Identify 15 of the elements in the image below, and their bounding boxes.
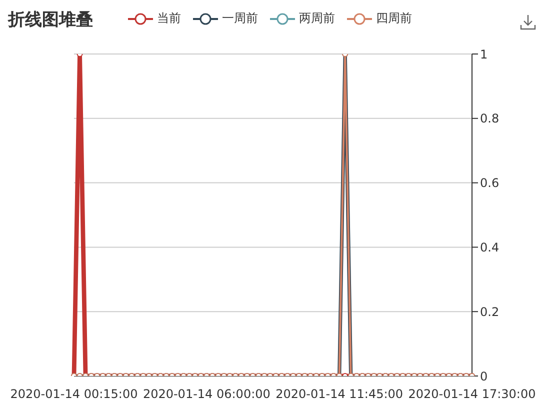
y-tick-label: 0 bbox=[480, 369, 488, 384]
x-tick-label: 2020-01-14 06:00:00 bbox=[142, 387, 270, 401]
x-tick-label: 2020-01-14 00:15:00 bbox=[10, 387, 138, 401]
chart-title: 折线图堆叠 bbox=[8, 9, 93, 31]
y-tick-label: 0.6 bbox=[480, 176, 500, 190]
x-tick-label: 2020-01-14 17:30:00 bbox=[408, 387, 536, 401]
legend-label: 当前 bbox=[157, 10, 181, 27]
legend-label: 一周前 bbox=[222, 10, 258, 27]
x-tick-label: 2020-01-14 11:45:00 bbox=[276, 387, 404, 401]
y-tick-label: 1 bbox=[480, 47, 488, 62]
legend-label: 两周前 bbox=[299, 10, 335, 27]
y-tick-label: 0.4 bbox=[480, 240, 500, 254]
y-tick-label: 0.2 bbox=[480, 304, 500, 319]
legend-label: 四周前 bbox=[376, 10, 412, 27]
y-tick-label: 0.8 bbox=[480, 112, 500, 126]
